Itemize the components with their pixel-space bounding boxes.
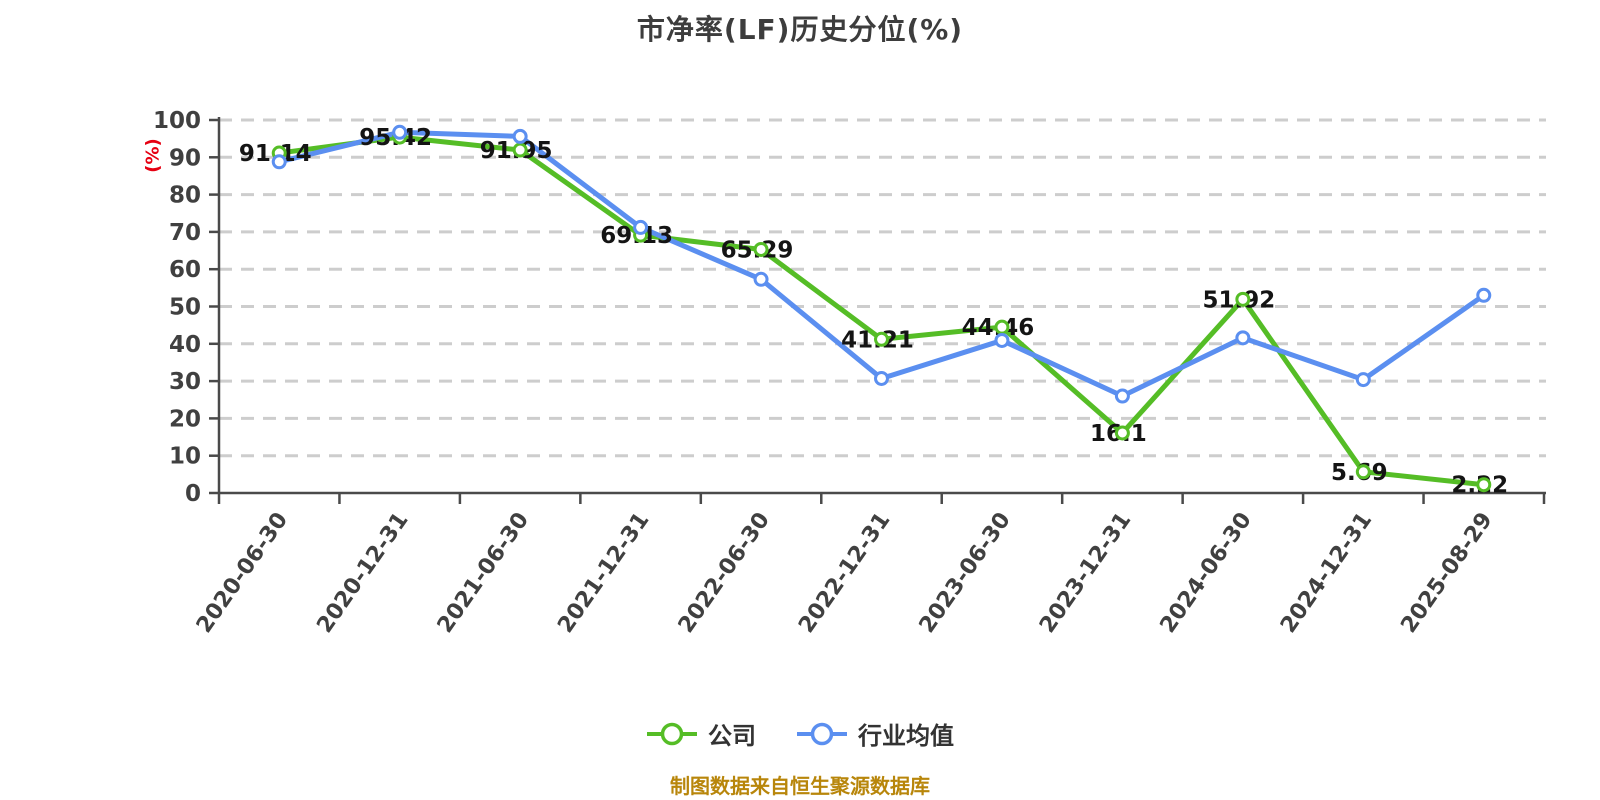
industry-data-point[interactable] bbox=[1235, 330, 1251, 346]
legend-label-company: 公司 bbox=[708, 722, 756, 750]
y-axis-tick-label: 50 bbox=[169, 295, 201, 321]
company-data-point[interactable] bbox=[1114, 425, 1130, 441]
x-axis-tick-label: 2020-12-31 bbox=[312, 508, 413, 638]
industry-data-point[interactable] bbox=[1114, 388, 1130, 404]
industry-data-point[interactable] bbox=[512, 128, 528, 144]
data-source-note: 制图数据来自恒生聚源数据库 bbox=[670, 774, 930, 798]
industry-data-point[interactable] bbox=[633, 219, 649, 235]
industry-data-point[interactable] bbox=[1476, 287, 1492, 303]
y-axis-tick-label: 90 bbox=[169, 145, 201, 171]
x-axis-tick-label: 2022-06-30 bbox=[674, 508, 775, 638]
industry-data-point[interactable] bbox=[753, 271, 769, 287]
company-series-marker-icon bbox=[647, 722, 697, 745]
y-axis-tick-label: 40 bbox=[169, 332, 201, 358]
y-axis-tick-label: 70 bbox=[169, 220, 201, 246]
x-axis-tick-label: 2024-12-31 bbox=[1276, 508, 1377, 638]
y-axis-tick-label: 20 bbox=[169, 406, 201, 432]
y-axis-tick-label: 30 bbox=[169, 369, 201, 395]
x-axis-tick-label: 2021-12-31 bbox=[553, 508, 654, 638]
y-axis-tick-label: 10 bbox=[169, 444, 201, 470]
legend-label-industry: 行业均值 bbox=[858, 722, 954, 750]
legend-item-industry[interactable]: 行业均值 bbox=[796, 716, 954, 751]
industry-data-point[interactable] bbox=[874, 370, 889, 386]
company-series-line[interactable] bbox=[276, 134, 1487, 488]
industry-series-marker-icon bbox=[797, 722, 847, 745]
y-axis-tick-label: 80 bbox=[169, 183, 201, 209]
company-data-point[interactable] bbox=[994, 319, 1010, 335]
company-data-point[interactable] bbox=[512, 142, 528, 158]
x-axis-tick-label: 2024-06-30 bbox=[1156, 508, 1257, 638]
x-axis-tick-label: 2023-06-30 bbox=[915, 508, 1016, 638]
industry-data-point[interactable] bbox=[271, 154, 287, 170]
x-axis-tick-label: 2022-12-31 bbox=[794, 508, 895, 638]
industry-data-point[interactable] bbox=[392, 124, 408, 140]
y-axis-tick-label: 60 bbox=[169, 257, 201, 283]
company-data-point[interactable] bbox=[1476, 477, 1492, 493]
industry-data-point[interactable] bbox=[1355, 372, 1371, 388]
y-axis-tick-label: 0 bbox=[185, 481, 201, 507]
industry-series-line[interactable] bbox=[276, 129, 1487, 399]
x-axis-tick-label: 2021-06-30 bbox=[433, 508, 534, 638]
chart-title: 市净率(LF)历史分位(%) bbox=[636, 13, 964, 46]
y-axis-tick-label: 100 bbox=[153, 108, 201, 134]
industry-data-point[interactable] bbox=[994, 332, 1010, 348]
company-data-point[interactable] bbox=[1355, 464, 1371, 480]
company-data-point[interactable] bbox=[1235, 291, 1251, 307]
legend: 公司 行业均值 bbox=[0, 716, 1600, 751]
company-data-point[interactable] bbox=[874, 331, 889, 347]
legend-item-company[interactable]: 公司 bbox=[646, 716, 756, 751]
x-axis-tick-label: 2025-08-29 bbox=[1396, 508, 1497, 638]
x-axis-tick-label: 2023-12-31 bbox=[1035, 508, 1136, 638]
company-data-point[interactable] bbox=[753, 241, 769, 257]
x-axis-tick-label: 2020-06-30 bbox=[192, 508, 293, 638]
